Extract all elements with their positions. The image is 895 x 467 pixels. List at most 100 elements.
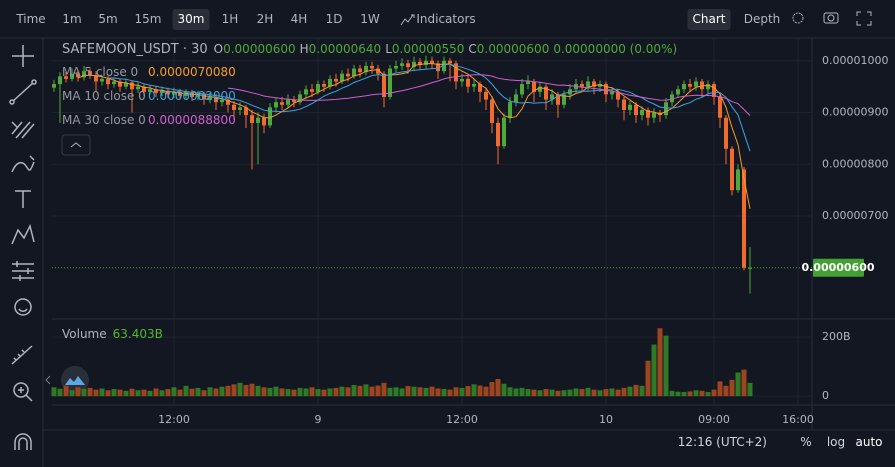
zoom-tool[interactable]: [13, 382, 29, 398]
volume-bar: [723, 385, 729, 397]
volume-bar: [159, 390, 165, 397]
fib-tool[interactable]: [11, 121, 35, 139]
candle-body: [202, 94, 206, 100]
collapse-arrow[interactable]: [45, 375, 51, 385]
volume-bar: [525, 389, 531, 397]
candle-body: [340, 73, 344, 82]
volume-bar: [255, 385, 261, 397]
candle-body: [178, 91, 182, 96]
interval-button[interactable]: Time: [16, 12, 46, 26]
volume-bar: [447, 389, 453, 397]
candle-body: [94, 75, 98, 82]
scale-button[interactable]: auto: [855, 435, 883, 449]
candle-body: [304, 89, 308, 95]
volume-bar: [63, 385, 69, 397]
candle-body: [718, 97, 722, 118]
candle-body: [58, 76, 62, 85]
volume-bar: [597, 390, 603, 397]
view-tab[interactable]: Depth: [743, 12, 781, 26]
volume-bar: [615, 389, 621, 397]
ohlc-key: L: [385, 42, 392, 56]
candle-body: [622, 99, 626, 110]
candle-body: [406, 63, 410, 67]
indicator-name: MA 10 close 0: [62, 89, 146, 103]
emoji-tool[interactable]: [14, 298, 32, 316]
volume-bar: [153, 388, 159, 397]
brush-tool[interactable]: [11, 155, 35, 173]
ohlc-key: C: [468, 42, 477, 56]
volume-bar: [633, 384, 639, 397]
magnet-tool[interactable]: [14, 433, 32, 450]
candle-body: [652, 112, 656, 118]
legend-toggle[interactable]: [61, 134, 91, 156]
x-tick-label: 12:00: [446, 413, 478, 426]
scale-button[interactable]: %: [800, 435, 812, 449]
volume-bar: [105, 390, 111, 397]
volume-bar: [729, 379, 735, 397]
candle-body: [274, 102, 278, 108]
ohlc-field: H0.00000640: [300, 42, 382, 56]
volume-bar: [687, 391, 693, 397]
measure-tool[interactable]: [12, 261, 34, 281]
volume-bar: [603, 389, 609, 397]
volume-bar: [555, 390, 561, 397]
interval-button[interactable]: 15m: [134, 12, 162, 26]
candle-body: [82, 71, 86, 78]
left-toolbar[interactable]: [9, 45, 37, 450]
candle-body: [280, 102, 284, 105]
interval-button[interactable]: 4H: [290, 12, 308, 26]
interval-button[interactable]: 5m: [98, 12, 118, 26]
ruler-tool[interactable]: [11, 345, 33, 365]
candle-body: [160, 90, 164, 93]
volume-bar: [567, 389, 573, 397]
volume-bar: [369, 386, 375, 397]
screenshot-lens: [827, 14, 835, 22]
pattern-tool[interactable]: [11, 223, 35, 245]
volume-bar: [471, 384, 477, 397]
candle-body: [586, 81, 590, 87]
candle-body: [730, 148, 734, 191]
view-tab[interactable]: Chart: [687, 9, 731, 30]
line-tool[interactable]: [11, 81, 35, 103]
interval-button[interactable]: 1W: [360, 12, 380, 26]
candle-body: [544, 86, 548, 100]
volume-bar: [585, 387, 591, 397]
candle-body: [112, 81, 116, 85]
interval-button[interactable]: 1D: [325, 12, 343, 26]
indicator-value: 0.0000082000: [148, 89, 236, 103]
candle-body: [136, 86, 140, 90]
volume-bar: [453, 387, 459, 397]
candle-body: [352, 68, 356, 77]
ohlc-value: 0.00000600: [476, 42, 550, 56]
volume-bar: [147, 390, 153, 397]
interval-button[interactable]: 30m: [172, 9, 210, 30]
volume-bar: [489, 381, 495, 397]
candle-body: [502, 117, 506, 147]
volume-bar: [669, 390, 675, 397]
volume-bar: [495, 379, 501, 397]
text-tool[interactable]: [15, 190, 31, 208]
crosshair-tool[interactable]: [12, 45, 34, 67]
volume-bar: [357, 385, 363, 397]
candle-body: [172, 91, 176, 95]
interval-button[interactable]: 2H: [256, 12, 274, 26]
volume-bar: [519, 387, 525, 397]
volume-bar: [387, 387, 393, 397]
volume-bar: [69, 390, 75, 397]
candle-body: [244, 107, 248, 116]
volume-bar: [543, 389, 549, 397]
scale-button[interactable]: log: [826, 435, 846, 449]
interval-button[interactable]: 1m: [62, 12, 82, 26]
volume-bar: [345, 387, 351, 397]
candle-body: [484, 91, 488, 100]
volume-bar: [231, 384, 237, 397]
candle-body: [70, 73, 74, 79]
volume-bar: [225, 385, 231, 397]
indicators-button[interactable]: Indicators: [416, 12, 476, 26]
interval-button[interactable]: 1H: [221, 12, 239, 26]
frame: [0, 37, 895, 467]
candle-body: [736, 169, 740, 191]
volume-bar: [99, 388, 105, 397]
candle-body: [322, 84, 326, 87]
candle-body: [130, 82, 134, 90]
